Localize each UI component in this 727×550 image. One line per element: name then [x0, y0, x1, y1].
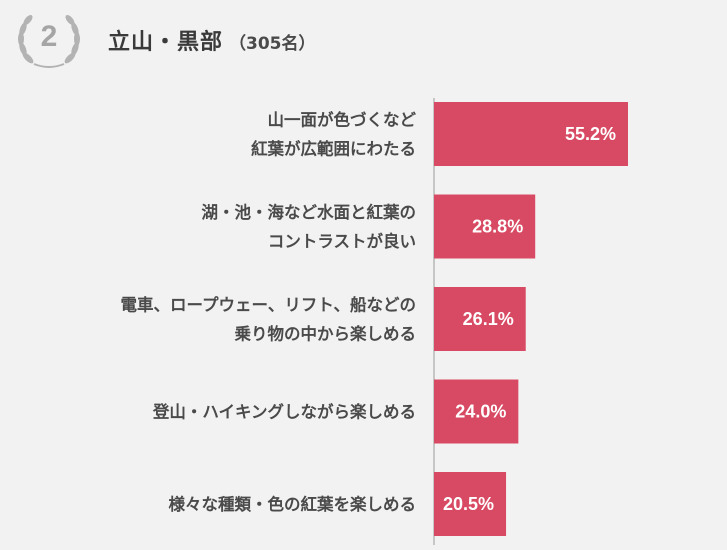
- category-label-1-line-2: 紅葉が広範囲にわたる: [251, 139, 416, 159]
- value-label-4: 24.0%: [455, 402, 506, 422]
- category-label-3-line-2: 乗り物の中から楽しめる: [235, 324, 417, 344]
- laurel-wreath-icon: [18, 15, 80, 68]
- category-label-3-line-1: 電車、ロープウェー、リフト、船などの: [120, 295, 416, 315]
- value-label-3: 26.1%: [463, 309, 514, 329]
- category-label-5-line-1: 様々な種類・色の紅葉を楽しめる: [169, 494, 417, 514]
- bar-5: [434, 472, 507, 536]
- value-label-2: 28.8%: [472, 217, 523, 237]
- category-label-2-line-2: コントラストが良い: [268, 231, 416, 251]
- bar-2: [434, 194, 536, 259]
- rank-number: 2: [40, 20, 58, 53]
- bar-4: [434, 379, 519, 444]
- rank-badge: 2: [14, 8, 84, 72]
- bar-1: [434, 102, 628, 166]
- chart-title: 立山・黒部 （305名）: [108, 24, 316, 56]
- category-label-1-line-1: 山一面が色づくなど: [268, 110, 417, 130]
- category-label-4-line-1: 登山・ハイキングしながら楽しめる: [152, 402, 416, 422]
- chart-header: 2 立山・黒部 （305名）: [14, 8, 316, 72]
- bar-3: [434, 287, 526, 351]
- sample-size: （305名）: [229, 34, 316, 54]
- value-label-5: 20.5%: [443, 494, 494, 514]
- value-label-1: 55.2%: [565, 124, 616, 144]
- region-name: 立山・黒部: [108, 30, 224, 55]
- category-label-2-line-1: 湖・池・海など水面と紅葉の: [202, 202, 417, 222]
